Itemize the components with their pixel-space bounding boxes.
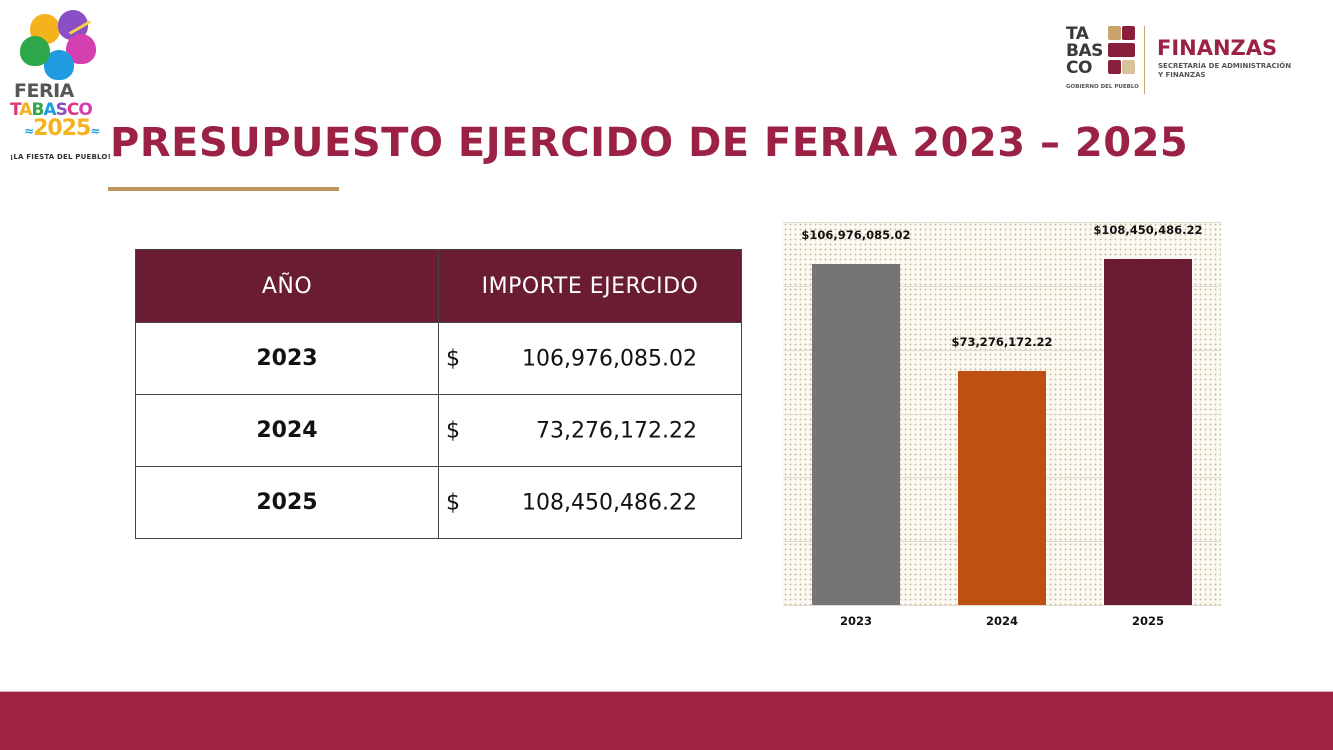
currency-symbol: $: [446, 346, 460, 371]
feria-tagline: ¡LA FIESTA DEL PUEBLO!: [10, 153, 111, 161]
tabasco-government-logo: TA BAS CO GOBIERNO DEL PUEBLO: [1066, 24, 1139, 94]
amount-cell: $ 73,276,172.22: [438, 394, 742, 467]
wave-icon: ≈: [90, 124, 100, 138]
x-axis-label: 2025: [1131, 614, 1165, 628]
tabasco-wordmark: TA BAS CO: [1066, 24, 1103, 78]
gridline: [783, 349, 1221, 351]
table-row: 2025 $ 108,450,486.22: [135, 466, 742, 539]
table-row: 2024 $ 73,276,172.22: [135, 394, 742, 467]
data-label: $73,276,172.22: [951, 335, 1053, 350]
currency-symbol: $: [446, 418, 460, 443]
year-cell: 2024: [135, 394, 439, 467]
hibiscus-flower-icon: [18, 10, 96, 82]
gridline: [783, 222, 1221, 223]
bar-2025: [1104, 258, 1192, 605]
x-axis-label: 2023: [839, 614, 873, 628]
data-label: $108,450,486.22: [1093, 222, 1203, 237]
table-row: 2023 $ 106,976,085.02: [135, 322, 742, 395]
feria-tabasco-logo: FERIA TABASCO ≈2025≈ ¡LA FIESTA DEL PUEB…: [8, 8, 111, 166]
x-axis-label: 2024: [985, 614, 1019, 628]
bar-2023: [812, 263, 900, 605]
wave-icon: ≈: [24, 124, 34, 138]
amount-value: 106,976,085.02: [522, 346, 697, 371]
year-cell: 2023: [135, 322, 439, 395]
feria-year: ≈2025≈: [24, 116, 100, 141]
mayan-glyphs-icon: [1108, 26, 1138, 78]
header-year: AÑO: [135, 249, 439, 323]
bar-chart: [783, 222, 1221, 606]
amount-cell: $ 106,976,085.02: [438, 322, 742, 395]
page-title: PRESUPUESTO EJERCIDO DE FERIA 2023 – 202…: [110, 120, 1189, 166]
amount-cell: $ 108,450,486.22: [438, 466, 742, 539]
year-cell: 2025: [135, 466, 439, 539]
header-amount: IMPORTE EJERCIDO: [438, 249, 742, 323]
footer-band: [0, 691, 1333, 750]
title-underline: [108, 187, 339, 191]
amount-value: 108,450,486.22: [522, 490, 697, 515]
feria-word: FERIA: [14, 80, 74, 102]
finanzas-title: FINANZAS: [1157, 36, 1278, 60]
gridline: [783, 605, 1221, 606]
currency-symbol: $: [446, 490, 460, 515]
finanzas-subtitle: SECRETARÍA DE ADMINISTRACIÓN Y FINANZAS: [1158, 62, 1292, 79]
amount-value: 73,276,172.22: [536, 418, 697, 443]
data-label: $106,976,085.02: [801, 227, 911, 242]
logo-divider: [1144, 26, 1145, 94]
gridline: [783, 285, 1221, 287]
budget-table: AÑO IMPORTE EJERCIDO 2023 $ 106,976,085.…: [135, 249, 742, 539]
gov-subtitle: GOBIERNO DEL PUEBLO: [1066, 84, 1139, 90]
bar-2024: [958, 371, 1046, 605]
table-header-row: AÑO IMPORTE EJERCIDO: [135, 249, 742, 323]
tabasco-word: TABASCO: [10, 100, 93, 120]
